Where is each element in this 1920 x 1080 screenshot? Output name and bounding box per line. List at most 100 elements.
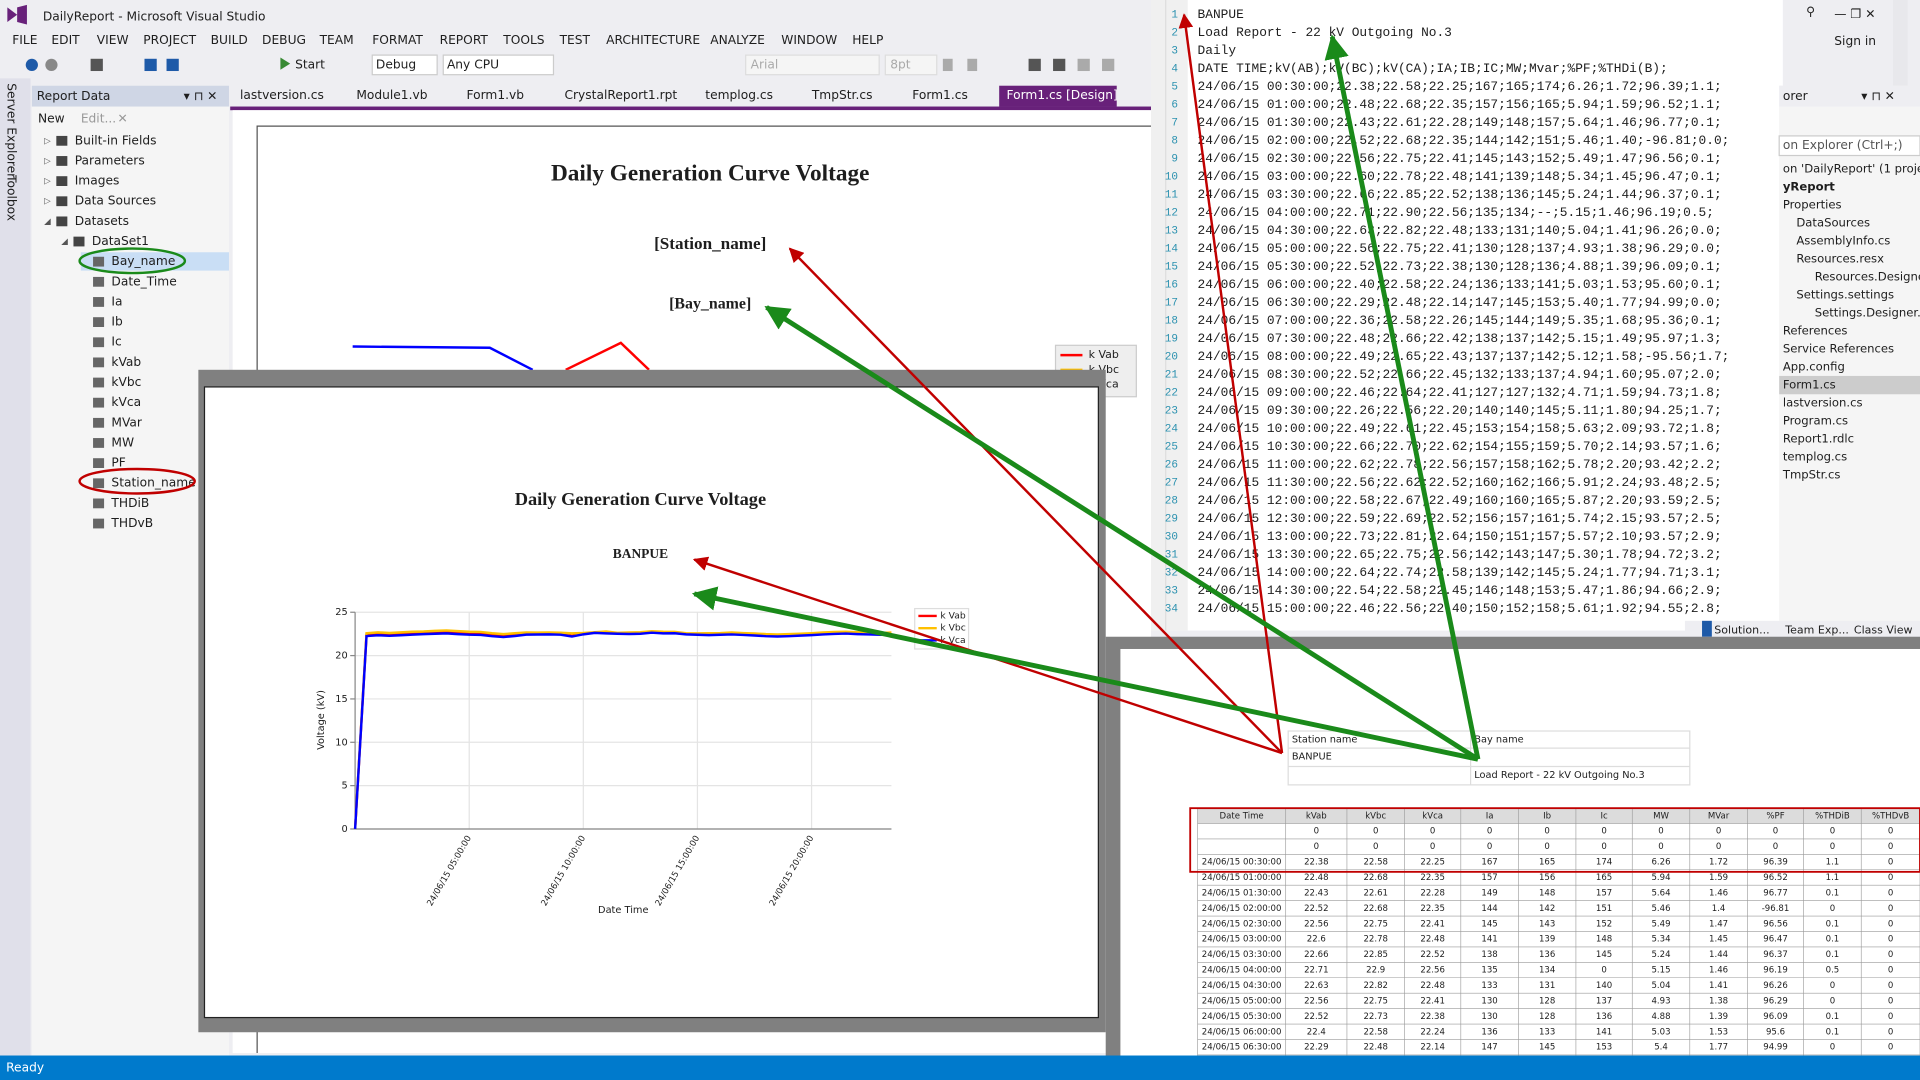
menu-item[interactable]: FILE [12,33,37,47]
se-item[interactable]: Properties [1783,197,1842,211]
menu-item[interactable]: EDIT [51,33,80,47]
bottom-tab[interactable]: Class View [1854,624,1913,637]
se-search-box[interactable] [1778,135,1920,157]
se-buttons[interactable]: ▾ ⊓ ✕ [1861,89,1895,103]
start-button[interactable]: Start [295,57,325,71]
doc-tab[interactable]: Module1.vb [356,88,427,102]
tree-item[interactable]: THDvB [110,516,153,530]
tree-item[interactable]: MVar [111,415,142,429]
menu-item[interactable]: ARCHITECTURE [606,33,700,47]
se-item[interactable]: Resources.resx [1796,251,1884,265]
table-cell: 0 [1888,827,1893,837]
se-item[interactable]: App.config [1783,359,1845,373]
tree-icon [93,397,105,408]
bottom-tab[interactable]: Team Exp... [1784,624,1849,637]
se-item[interactable]: References [1783,323,1848,337]
se-item[interactable]: on 'DailyReport' (1 project) [1783,161,1920,175]
tree-item[interactable]: Date_Time [111,274,176,288]
doc-tab[interactable]: Form1.cs [912,88,968,102]
config-box[interactable] [371,54,438,76]
font-box[interactable] [745,54,880,76]
platform-box[interactable] [442,54,555,76]
table-cell: 96.19 [1763,966,1788,976]
menu-item[interactable]: HELP [852,33,883,47]
tree-item[interactable]: Station_name [111,476,195,490]
tree-icon [93,337,105,348]
window-buttons[interactable]: — ❐ ✕ [1834,7,1875,21]
se-item[interactable]: AssemblyInfo.cs [1796,233,1890,247]
tree-arrow: ▷ [44,136,51,146]
se-item[interactable]: TmpStr.cs [1782,467,1841,481]
doc-tab[interactable]: templog.cs [705,88,773,102]
tree-item[interactable]: kVca [111,395,141,409]
tree-item[interactable]: Datasets [75,214,129,228]
se-header-bar [1779,85,1920,107]
tree-item[interactable]: kVbc [111,375,141,389]
side-tab[interactable]: Server Explorer [5,83,19,179]
table-cell: 137 [1596,996,1612,1006]
side-tab[interactable]: Toolbox [5,174,19,221]
table-header: Ic [1600,811,1608,821]
se-item[interactable]: Resources.Designe [1815,269,1920,283]
menu-item[interactable]: BUILD [211,33,248,47]
line-number: 26 [1165,460,1178,472]
tree-item[interactable]: kVab [111,355,141,369]
sign-in[interactable]: Sign in [1834,34,1876,48]
tree-item[interactable]: DataSet1 [92,234,149,248]
se-item[interactable]: DataSources [1796,215,1870,229]
se-item[interactable]: lastversion.cs [1783,395,1863,409]
edit-button[interactable]: Edit... [81,111,116,125]
menu-item[interactable]: DEBUG [262,33,306,47]
table-cell: 136 [1539,950,1555,960]
se-item[interactable]: Form1.cs [1783,377,1836,391]
table-cell: 5.64 [1651,888,1670,898]
tree-item[interactable]: Data Sources [75,194,157,208]
delete-icon[interactable]: ✕ [118,111,128,125]
menu-item[interactable]: VIEW [97,33,129,47]
table-cell: 0 [1830,827,1835,837]
menu-item[interactable]: REPORT [440,33,489,47]
search-icon[interactable]: ⚲ [1806,5,1815,19]
menu-item[interactable]: TEAM [319,33,354,47]
tree-item[interactable]: PF [111,456,125,470]
bay-value: Load Report - 22 kV Outgoing No.3 [1474,770,1644,781]
tree-item[interactable]: Images [75,174,120,188]
se-item[interactable]: Service References [1783,341,1894,355]
doc-tab[interactable]: Form1.vb [467,88,525,102]
doc-tab[interactable]: lastversion.cs [240,88,324,102]
doc-tab[interactable]: CrystalReport1.rpt [564,88,677,102]
pane-buttons[interactable]: ▾ ⊓ ✕ [184,89,218,103]
doc-tab[interactable]: Form1.cs [Design] [1007,88,1118,102]
size-box[interactable] [884,54,938,76]
tree-item[interactable]: Parameters [75,153,145,167]
pane-header [31,85,229,107]
doc-tab[interactable]: TmpStr.cs [811,88,873,102]
tree-item[interactable]: THDiB [110,496,149,510]
tree-item[interactable]: MW [111,435,134,449]
menu-item[interactable]: TEST [559,33,591,47]
se-item[interactable]: Settings.Designer.c [1815,305,1920,319]
tree-item[interactable]: Built-in Fields [75,133,157,147]
menu-item[interactable]: FORMAT [372,33,423,47]
new-button[interactable]: New [38,111,65,125]
table-cell: 1.1 [1826,873,1840,883]
se-item[interactable]: templog.cs [1783,449,1847,463]
table-cell: 24/06/15 01:30:00 [1202,888,1282,898]
se-item[interactable]: Program.cs [1783,413,1848,427]
designer-bay: [Bay_name] [669,296,751,313]
se-item[interactable]: Report1.rdlc [1783,431,1854,445]
bottom-tab[interactable]: Solution... [1714,624,1769,637]
tree-item[interactable]: Ia [111,294,122,308]
se-item[interactable]: yReport [1783,179,1835,193]
menu-item[interactable]: WINDOW [781,33,837,47]
tree-item[interactable]: Ic [111,335,121,349]
menu-item[interactable]: TOOLS [502,33,545,47]
table-cell: 24/06/15 02:00:00 [1202,904,1282,914]
menu-item[interactable]: PROJECT [143,33,196,47]
x-axis-label: Date Time [598,905,648,916]
tree-item[interactable]: Ib [111,315,123,329]
line-number: 2 [1171,28,1178,40]
tree-item[interactable]: Bay_name [111,254,175,268]
menu-item[interactable]: ANALYZE [710,33,765,47]
se-item[interactable]: Settings.settings [1796,287,1894,301]
